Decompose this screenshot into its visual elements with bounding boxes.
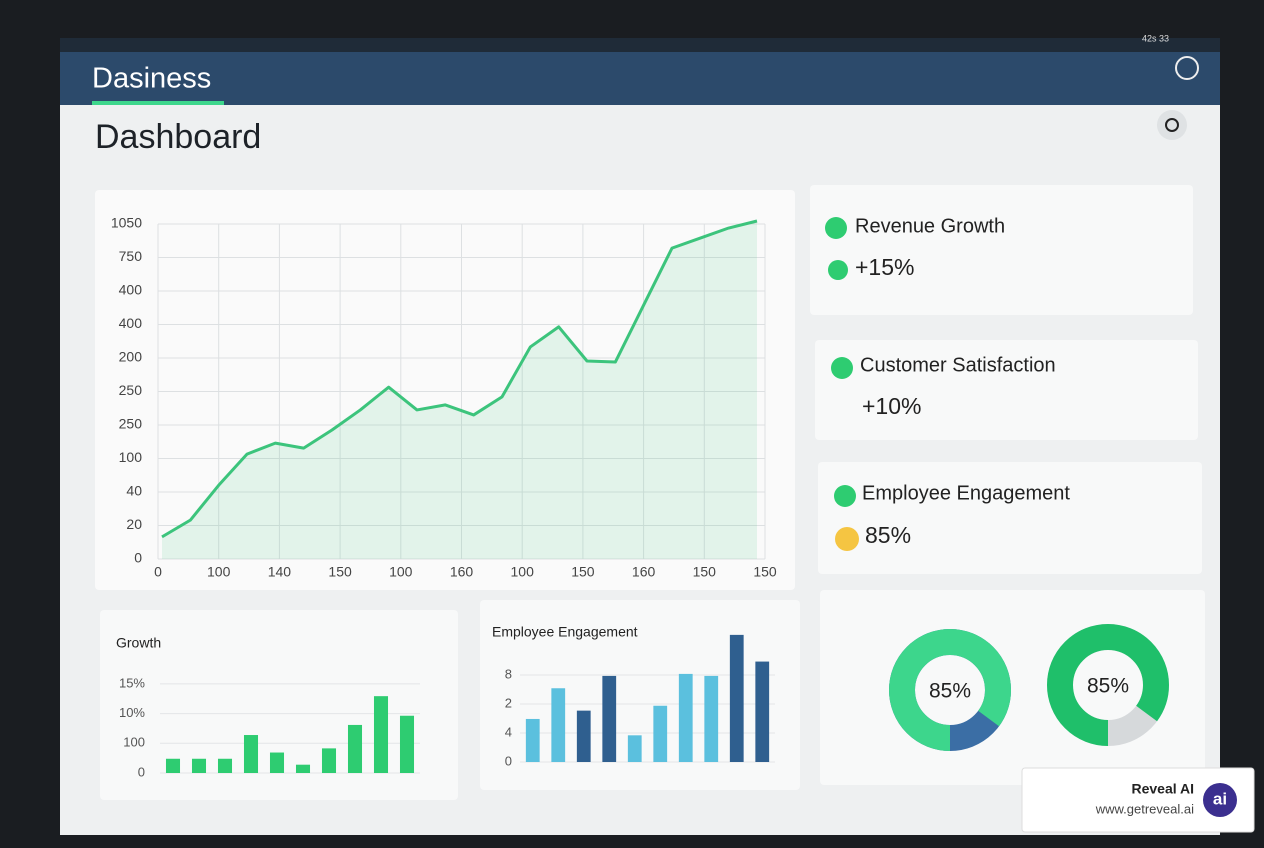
x-tick-label: 160 bbox=[450, 564, 474, 580]
x-tick-label: 100 bbox=[389, 564, 413, 580]
kpi-value: +15% bbox=[855, 254, 914, 280]
y-tick-label: 0 bbox=[505, 753, 512, 768]
growth-card bbox=[100, 610, 458, 800]
page-title: Dashboard bbox=[95, 118, 261, 156]
chart-title: Employee Engagement bbox=[492, 624, 638, 640]
kpi-icon bbox=[828, 260, 848, 280]
bar bbox=[295, 764, 311, 773]
bar bbox=[704, 675, 719, 762]
y-tick-label: 4 bbox=[505, 724, 512, 739]
header-bar bbox=[60, 52, 1220, 105]
bar bbox=[321, 748, 337, 773]
kpi-label: Employee Engagement bbox=[862, 482, 1070, 504]
donut-label: 85% bbox=[929, 680, 971, 703]
smiley-icon bbox=[835, 527, 859, 551]
x-tick-label: 150 bbox=[753, 564, 777, 580]
donut-arc bbox=[1047, 624, 1169, 746]
line-area bbox=[162, 220, 757, 560]
bar bbox=[243, 735, 259, 773]
line-series bbox=[161, 219, 758, 539]
x-tick-label: 100 bbox=[207, 564, 231, 580]
y-tick-label: 250 bbox=[119, 416, 143, 432]
y-tick-label: 0 bbox=[134, 550, 142, 566]
kpi-label: Customer Satisfaction bbox=[860, 354, 1056, 376]
badge-name: Reveal AI bbox=[1131, 781, 1194, 797]
bar bbox=[373, 696, 389, 773]
badge-url: www.getreveal.ai bbox=[1095, 801, 1194, 816]
y-tick-label: 1050 bbox=[111, 215, 142, 231]
line-card bbox=[95, 190, 795, 590]
y-tick-label: 8 bbox=[505, 666, 512, 681]
settings-button[interactable] bbox=[1157, 110, 1187, 140]
status-bar bbox=[60, 38, 1220, 52]
y-tick-label: 2 bbox=[505, 695, 512, 710]
kpi-icon bbox=[834, 485, 856, 507]
y-tick-label: 15% bbox=[119, 675, 145, 690]
y-tick-label: 100 bbox=[123, 735, 145, 750]
kpi-icon bbox=[825, 217, 847, 239]
bar bbox=[399, 715, 415, 773]
bar bbox=[576, 710, 591, 762]
bar bbox=[602, 675, 617, 762]
donut-label: 85% bbox=[1087, 675, 1129, 698]
y-tick-label: 400 bbox=[119, 315, 143, 331]
bar bbox=[551, 688, 566, 762]
bar bbox=[347, 724, 363, 773]
x-tick-label: 150 bbox=[693, 564, 717, 580]
x-tick-label: 140 bbox=[268, 564, 292, 580]
kpi-card bbox=[818, 462, 1202, 574]
x-tick-label: 150 bbox=[328, 564, 352, 580]
badge-logo bbox=[1203, 783, 1237, 817]
badge[interactable] bbox=[1021, 767, 1255, 833]
bar bbox=[627, 735, 642, 762]
y-tick-label: 40 bbox=[126, 483, 142, 499]
kpi-card bbox=[810, 185, 1193, 315]
y-tick-label: 10% bbox=[119, 705, 145, 720]
y-tick-label: 20 bbox=[126, 516, 142, 532]
settings-icon bbox=[1165, 118, 1179, 132]
bar bbox=[217, 758, 233, 773]
donut-arc bbox=[889, 629, 1011, 751]
bar bbox=[525, 718, 540, 762]
bar bbox=[678, 673, 693, 762]
kpi-card bbox=[815, 340, 1198, 440]
bar bbox=[729, 634, 744, 762]
brand-underline bbox=[92, 101, 224, 105]
bar bbox=[653, 705, 668, 762]
x-tick-label: 150 bbox=[571, 564, 595, 580]
bar bbox=[191, 758, 207, 773]
kpi-label: Revenue Growth bbox=[855, 215, 1005, 237]
x-tick-label: 160 bbox=[632, 564, 656, 580]
status-text: 42s 33 bbox=[1142, 33, 1169, 43]
y-tick-label: 200 bbox=[119, 349, 143, 365]
bar bbox=[269, 752, 285, 773]
kpi-value: +10% bbox=[862, 393, 921, 419]
y-tick-label: 100 bbox=[119, 449, 143, 465]
badge-logo-text: ai bbox=[1213, 789, 1227, 808]
y-tick-label: 0 bbox=[138, 764, 145, 779]
x-tick-label: 0 bbox=[154, 564, 162, 580]
y-tick-label: 750 bbox=[119, 248, 143, 264]
brand: Dasiness bbox=[92, 63, 211, 95]
kpi-icon bbox=[831, 357, 853, 379]
x-tick-label: 100 bbox=[511, 564, 535, 580]
y-tick-label: 250 bbox=[119, 382, 143, 398]
bar bbox=[165, 758, 181, 773]
avatar[interactable] bbox=[1175, 56, 1199, 80]
bar bbox=[755, 661, 770, 762]
y-tick-label: 400 bbox=[119, 282, 143, 298]
kpi-value: 85% bbox=[865, 522, 911, 548]
chart-title: Growth bbox=[116, 635, 161, 651]
